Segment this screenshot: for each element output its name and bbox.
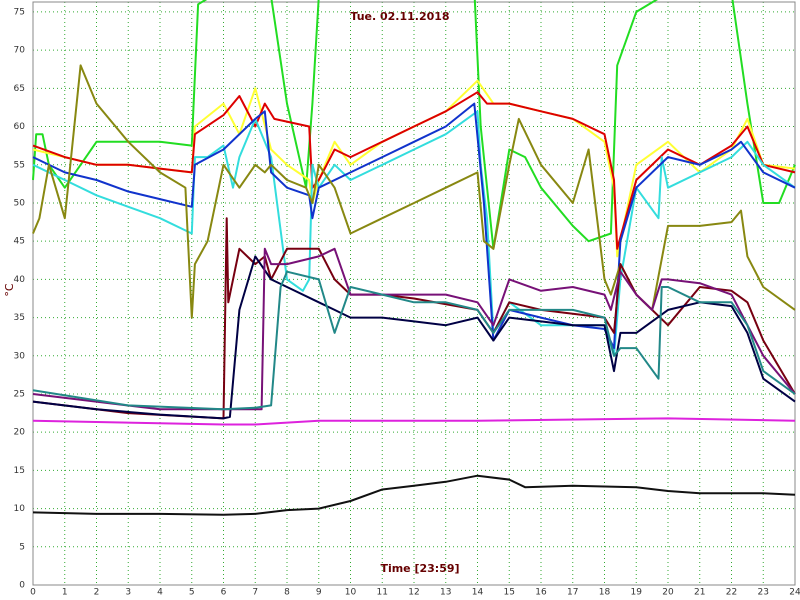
y-tick-label: 35	[14, 313, 25, 323]
x-tick-label: 3	[125, 588, 131, 598]
x-tick-label: 11	[377, 588, 388, 598]
y-tick-label: 40	[14, 275, 26, 285]
y-tick-label: 25	[14, 389, 25, 399]
x-tick-label: 17	[567, 588, 578, 598]
x-tick-label: 16	[535, 588, 547, 598]
x-tick-label: 20	[662, 588, 674, 598]
series-line	[32, 255, 796, 420]
y-tick-label: 75	[14, 7, 25, 17]
y-tick-label: 45	[14, 237, 25, 247]
y-tick-label: 50	[14, 198, 26, 208]
y-axis-label: °C	[3, 283, 16, 297]
plot-frame	[32, 1, 796, 586]
series-line	[32, 0, 796, 250]
series-line	[32, 247, 796, 411]
x-tick-label: 19	[631, 588, 643, 598]
series-line	[32, 417, 796, 426]
x-tick-label: 8	[284, 588, 290, 598]
series-line	[32, 474, 796, 516]
y-tick-label: 65	[14, 84, 25, 94]
x-tick-label: 2	[94, 588, 100, 598]
y-tick-label: 70	[14, 46, 26, 56]
chart-title: Tue. 02.11.2018	[350, 10, 449, 23]
x-tick-label: 4	[157, 588, 163, 598]
x-tick-label: 0	[30, 588, 36, 598]
x-tick-label: 9	[316, 588, 322, 598]
x-tick-label: 1	[62, 588, 68, 598]
x-tick-label: 5	[189, 588, 195, 598]
series-line	[32, 110, 796, 357]
x-tick-label: 18	[599, 588, 611, 598]
y-tick-label: 15	[14, 466, 25, 476]
x-tick-label: 22	[726, 588, 737, 598]
series-line	[32, 91, 796, 250]
y-tick-label: 30	[14, 351, 26, 361]
series-line	[32, 217, 796, 420]
series-line	[32, 270, 796, 411]
x-tick-label: 7	[252, 588, 258, 598]
x-tick-label: 13	[440, 588, 451, 598]
x-axis-label: Time [23:59]	[380, 562, 459, 575]
y-tick-label: 0	[19, 581, 25, 591]
y-tick-label: 55	[14, 160, 25, 170]
x-tick-label: 21	[694, 588, 705, 598]
x-tick-label: 24	[789, 588, 800, 598]
y-tick-label: 10	[14, 504, 26, 514]
x-tick-label: 12	[408, 588, 419, 598]
series-line	[32, 102, 796, 350]
x-tick-label: 23	[758, 588, 769, 598]
x-tick-label: 15	[504, 588, 515, 598]
x-tick-label: 6	[221, 588, 227, 598]
x-tick-label: 14	[472, 588, 484, 598]
x-tick-label: 10	[345, 588, 357, 598]
y-tick-label: 60	[14, 122, 26, 132]
y-tick-label: 5	[19, 542, 25, 552]
y-tick-label: 20	[14, 428, 26, 438]
